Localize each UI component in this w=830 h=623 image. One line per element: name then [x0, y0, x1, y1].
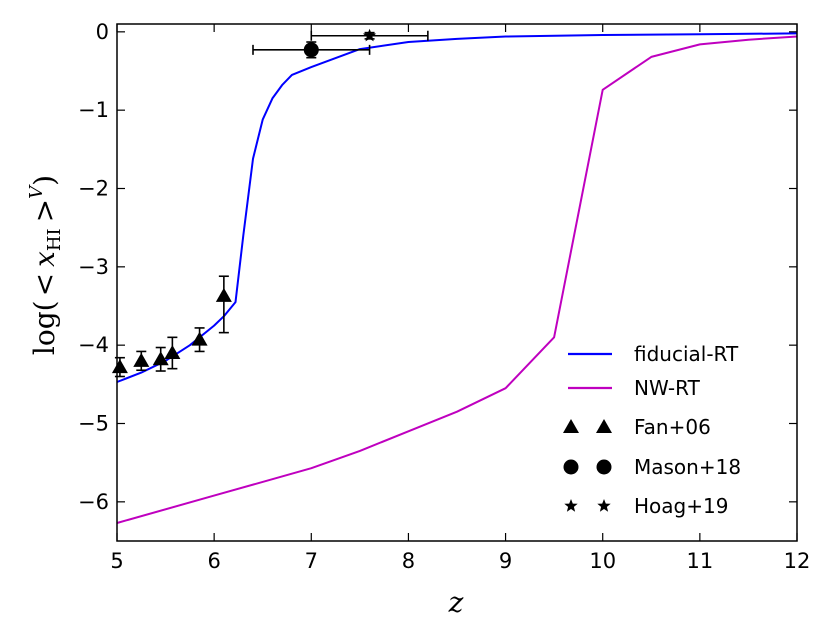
series-line-nw-rt	[116, 35, 798, 524]
tick-labels: 5 6 7 8 9 10 11 12 0 −1 −2 −3 −4 −5 −6	[78, 20, 810, 573]
x-tick-label: 11	[686, 549, 713, 573]
y-axis-label: log( < xHI >V)	[26, 175, 65, 355]
point-fan-06	[164, 345, 181, 359]
x-tick-label: 10	[589, 549, 616, 573]
y-tick-label: 0	[96, 20, 109, 44]
plot-markers	[111, 28, 429, 378]
y-tick-label: −2	[78, 177, 109, 201]
legend-marker-fan-06	[596, 419, 612, 433]
point-fan-06	[191, 331, 208, 346]
y-label-lt: <	[28, 273, 61, 296]
plot-frame	[116, 23, 798, 542]
legend-marker-fan-06	[563, 419, 579, 433]
legend-label: fiducial-RT	[634, 342, 739, 366]
point-fan-06	[215, 287, 232, 302]
x-axis-label: z	[448, 586, 464, 619]
y-tick-label: −4	[78, 333, 109, 357]
y-tick-label: −6	[78, 490, 109, 514]
legend-marker-hoag-19	[597, 499, 611, 512]
legend-label: Hoag+19	[634, 494, 728, 518]
y-label-sup: V	[26, 184, 47, 199]
plot-lines	[116, 32, 798, 524]
x-tick-label: 8	[402, 549, 415, 573]
axis-ticks	[116, 24, 798, 541]
point-fan-06	[111, 359, 128, 374]
point-mason-18	[303, 42, 319, 58]
x-tick-label: 7	[305, 549, 318, 573]
x-tick-label: 9	[499, 549, 512, 573]
point-hoag-19	[362, 28, 377, 42]
y-label-log: log(	[28, 300, 61, 355]
y-tick-label: −3	[78, 255, 109, 279]
legend-marker-mason-18	[563, 459, 579, 475]
y-label-sub: HI	[44, 228, 65, 251]
y-label-x: x	[28, 251, 61, 267]
point-fan-06	[133, 352, 150, 367]
y-label-gt: >	[28, 199, 61, 222]
legend: fiducial-RT NW-RT Fan+06 Mason+18 Hoag+19	[563, 342, 741, 518]
x-tick-label: 12	[784, 549, 811, 573]
legend-marker-mason-18	[596, 459, 612, 475]
legend-label: Mason+18	[634, 455, 741, 479]
legend-label: NW-RT	[634, 376, 701, 400]
x-tick-label: 5	[110, 549, 123, 573]
series-line-fiducial-rt	[116, 32, 798, 383]
y-label-close: )	[28, 175, 61, 186]
y-tick-label: −1	[78, 98, 109, 122]
y-tick-label: −5	[78, 412, 109, 436]
x-tick-label: 6	[207, 549, 220, 573]
legend-label: Fan+06	[634, 415, 711, 439]
legend-marker-hoag-19	[564, 499, 578, 512]
point-fan-06	[152, 351, 169, 366]
